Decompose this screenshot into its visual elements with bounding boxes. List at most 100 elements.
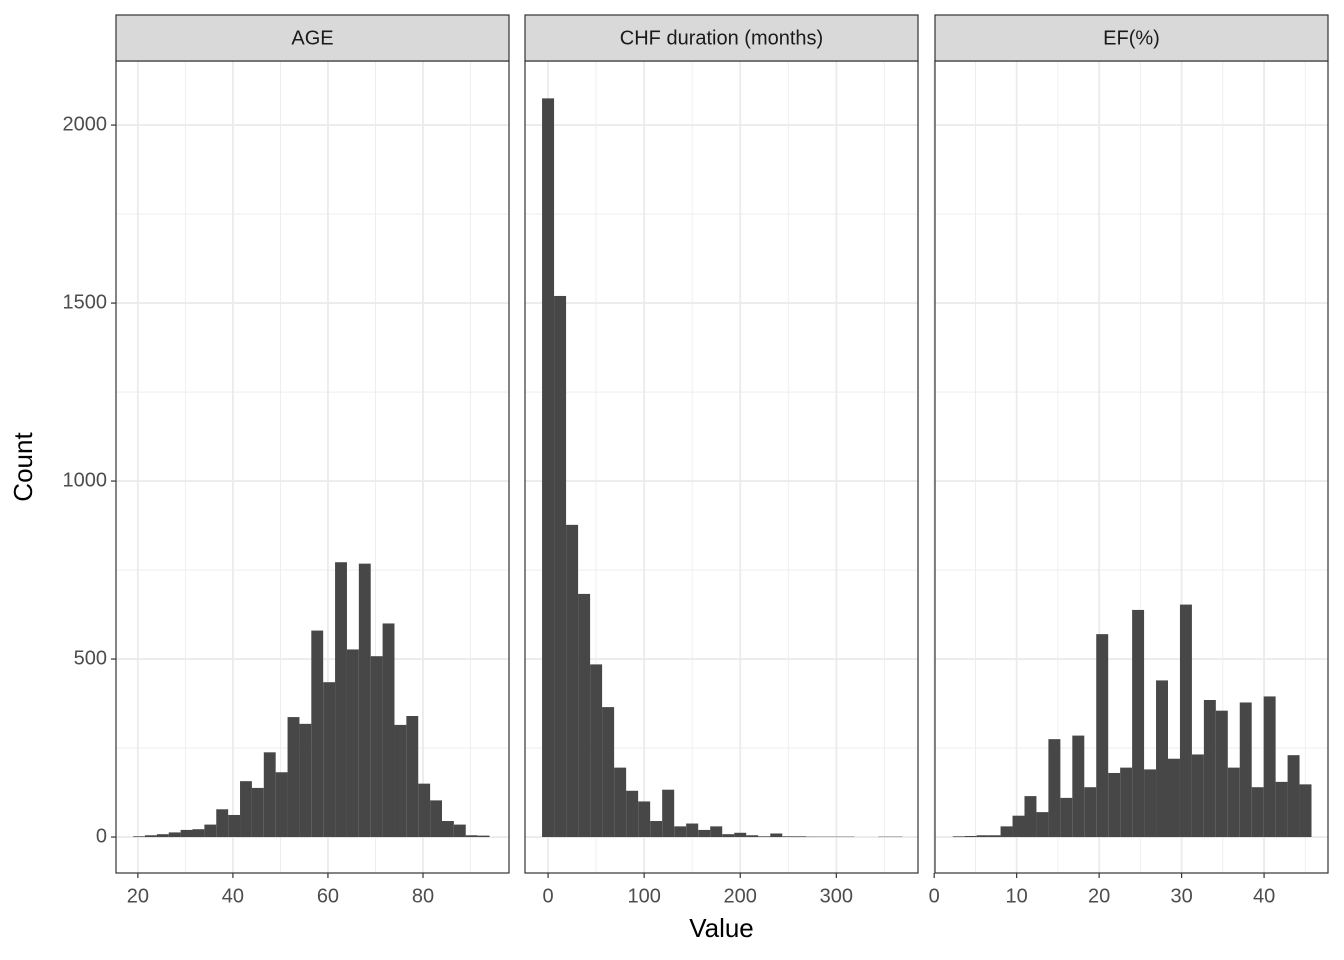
histogram-bar xyxy=(1120,767,1133,838)
histogram-bar xyxy=(554,295,567,838)
y-tick-label: 1500 xyxy=(63,291,108,313)
histogram-bar xyxy=(1251,787,1264,838)
histogram-bar xyxy=(382,623,395,838)
histogram-bar xyxy=(1072,735,1085,838)
y-axis-title: Count xyxy=(8,432,38,502)
histogram-bar xyxy=(626,790,639,838)
histogram-bar xyxy=(204,824,217,838)
histogram-bar xyxy=(477,835,490,838)
histogram-bar xyxy=(566,524,579,838)
histogram-bar xyxy=(1215,710,1228,838)
histogram-bar xyxy=(275,772,288,838)
histogram-bar xyxy=(734,832,747,838)
histogram-bar xyxy=(168,832,181,838)
histogram-bar xyxy=(192,829,205,838)
histogram-bar xyxy=(952,836,965,838)
histogram-bar xyxy=(590,664,603,838)
histogram-bar xyxy=(251,787,264,838)
histogram-bar xyxy=(1096,634,1109,838)
histogram-bar xyxy=(686,823,699,838)
x-tick-label: 300 xyxy=(820,885,853,907)
x-tick-label: 60 xyxy=(317,885,339,907)
y-tick-label: 2000 xyxy=(63,113,108,135)
histogram-bar xyxy=(964,835,977,838)
histogram-bar xyxy=(758,836,771,838)
histogram-bar xyxy=(602,707,615,838)
histogram-bar xyxy=(1287,755,1300,838)
histogram-bar xyxy=(418,783,431,838)
x-tick-label: 0 xyxy=(929,885,940,907)
y-tick-label: 500 xyxy=(74,647,107,669)
histogram-bar xyxy=(1000,826,1013,838)
histogram-bar xyxy=(746,835,759,838)
x-tick-label: 40 xyxy=(1253,885,1275,907)
histogram-bar xyxy=(1263,696,1276,838)
histogram-bar xyxy=(614,767,627,838)
strip-label: EF(%) xyxy=(1103,27,1160,49)
histogram-bar xyxy=(299,723,312,838)
x-axis-title: Value xyxy=(689,913,754,943)
histogram-bar xyxy=(346,649,359,838)
x-tick-label: 80 xyxy=(412,885,434,907)
x-tick-label: 20 xyxy=(127,885,149,907)
histogram-bar xyxy=(240,781,252,838)
histogram-bar xyxy=(722,834,735,838)
histogram-bar xyxy=(1060,797,1073,838)
y-tick-label: 1000 xyxy=(63,469,108,491)
histogram-bar xyxy=(156,834,169,838)
strip xyxy=(524,14,919,62)
histogram-bar xyxy=(988,835,1001,838)
x-tick-label: 40 xyxy=(222,885,244,907)
histogram-bar xyxy=(465,835,478,838)
histogram-bar xyxy=(1144,769,1157,838)
histogram-bar xyxy=(370,656,383,838)
strip xyxy=(934,14,1329,62)
histogram-bar xyxy=(782,836,795,838)
histogram-bar xyxy=(1167,758,1180,838)
histogram-bar xyxy=(1191,754,1204,838)
histogram-bar xyxy=(216,809,229,838)
histogram-bar xyxy=(1084,787,1097,838)
y-tick-label: 0 xyxy=(96,825,107,847)
histogram-bar xyxy=(1024,796,1037,838)
histogram-bar xyxy=(1108,772,1121,838)
histogram-bar xyxy=(770,833,783,838)
histogram-bar xyxy=(578,593,591,838)
histogram-bar xyxy=(674,826,687,838)
histogram-bar xyxy=(311,630,324,838)
histogram-bar xyxy=(180,829,193,838)
histogram-bar xyxy=(1036,812,1049,838)
x-tick-label: 30 xyxy=(1170,885,1192,907)
histogram-bar xyxy=(228,814,241,838)
histogram-bar xyxy=(323,682,336,838)
histogram-bar xyxy=(698,829,711,838)
strip xyxy=(115,14,510,62)
histogram-bar xyxy=(441,821,454,838)
histogram-bar xyxy=(1132,609,1145,838)
histogram-bar xyxy=(1227,767,1240,838)
x-tick-label: 200 xyxy=(724,885,757,907)
histogram-bar xyxy=(394,724,407,838)
histogram-bar xyxy=(638,801,651,838)
histogram-bar xyxy=(287,717,300,838)
histogram-bar xyxy=(430,800,442,838)
histogram-bar xyxy=(1179,604,1192,838)
x-tick-label: 10 xyxy=(1006,885,1028,907)
histogram-bar xyxy=(1299,784,1312,838)
histogram-bar xyxy=(794,836,807,838)
histogram-bar xyxy=(1239,702,1252,838)
histogram-bar xyxy=(542,98,555,838)
x-tick-label: 20 xyxy=(1088,885,1110,907)
x-tick-label: 0 xyxy=(542,885,553,907)
histogram-bar xyxy=(453,824,466,838)
histogram-bar xyxy=(1203,699,1216,838)
strip-label: CHF duration (months) xyxy=(620,27,823,49)
histogram-bar xyxy=(976,835,989,838)
panel-background xyxy=(935,61,1328,873)
histogram-bar xyxy=(406,716,419,838)
histogram-bar xyxy=(263,752,276,838)
strip-label: AGE xyxy=(291,27,333,49)
histogram-bar xyxy=(650,821,663,838)
histogram-bar xyxy=(335,562,347,838)
